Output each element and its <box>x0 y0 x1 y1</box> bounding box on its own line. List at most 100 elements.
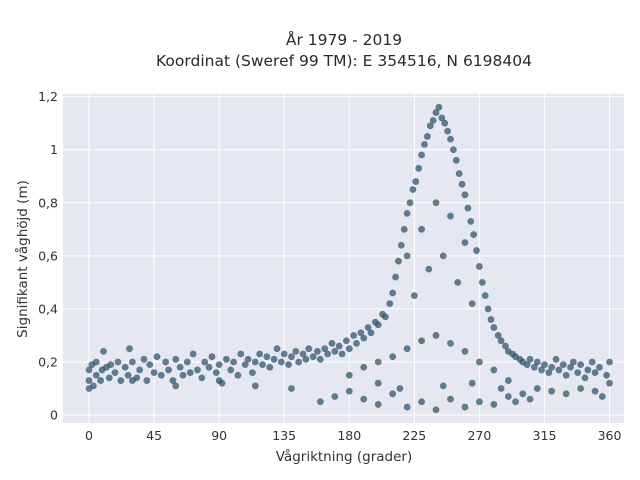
data-point <box>241 361 249 369</box>
data-point <box>490 324 498 331</box>
data-point <box>396 385 404 392</box>
data-point <box>234 371 242 379</box>
data-point <box>360 334 368 342</box>
x-tick-label: 180 <box>337 428 361 443</box>
data-point <box>481 292 489 300</box>
y-tick-label: 0,4 <box>38 301 58 316</box>
data-point <box>386 300 394 308</box>
data-point <box>468 379 476 387</box>
data-point <box>476 263 483 270</box>
data-point <box>374 379 382 387</box>
data-point <box>280 350 288 358</box>
y-tick-label: 0,2 <box>38 354 58 369</box>
data-point <box>374 358 382 366</box>
data-point <box>467 217 475 225</box>
data-point <box>111 369 119 376</box>
data-point <box>526 355 534 363</box>
data-point <box>454 278 462 286</box>
data-point <box>324 350 331 358</box>
data-point <box>129 358 136 366</box>
data-point <box>129 377 136 384</box>
data-point <box>273 345 281 353</box>
data-point <box>478 278 486 286</box>
x-tick-label: 360 <box>598 428 622 443</box>
data-point <box>136 366 144 374</box>
data-point <box>126 345 133 353</box>
data-point <box>92 358 100 366</box>
data-point <box>484 305 492 313</box>
x-tick-label: 225 <box>402 428 426 443</box>
data-point <box>392 273 399 281</box>
data-point <box>162 358 170 366</box>
data-point <box>439 382 447 390</box>
data-point <box>423 133 431 140</box>
data-point <box>299 350 307 358</box>
data-point <box>251 382 259 390</box>
data-point <box>421 141 428 148</box>
data-point <box>114 358 122 366</box>
data-point <box>425 265 433 273</box>
data-point <box>314 347 321 355</box>
data-point <box>335 342 343 350</box>
data-point <box>435 103 443 111</box>
data-point <box>461 347 469 355</box>
x-tick-label: 45 <box>146 428 162 443</box>
data-point <box>461 403 469 411</box>
data-point <box>403 403 411 411</box>
data-point <box>121 363 129 371</box>
data-point <box>596 363 603 371</box>
data-point <box>447 395 454 403</box>
y-tick-label: 1,2 <box>38 89 58 104</box>
data-point <box>584 366 592 374</box>
data-point <box>285 361 292 369</box>
data-point <box>364 324 372 331</box>
data-point <box>389 353 397 361</box>
data-point <box>432 406 440 414</box>
data-point <box>353 340 360 347</box>
data-point <box>464 204 472 212</box>
data-point <box>270 355 278 363</box>
data-point <box>476 398 483 406</box>
data-point <box>461 239 469 246</box>
y-axis-title: Signifikant våghöjd (m) <box>14 180 31 338</box>
data-point <box>277 358 285 366</box>
data-point <box>487 316 495 323</box>
data-point <box>504 377 512 384</box>
plot-area <box>63 94 624 423</box>
data-point <box>251 358 259 366</box>
data-point <box>89 382 97 390</box>
data-point <box>406 199 414 207</box>
data-point <box>288 353 295 361</box>
data-point <box>562 371 570 379</box>
data-point <box>452 156 460 164</box>
data-point <box>288 385 295 392</box>
data-point <box>548 363 556 371</box>
y-tick-label: 0 <box>50 408 58 423</box>
data-point <box>577 385 585 392</box>
data-point <box>266 363 274 371</box>
data-point <box>418 337 425 345</box>
data-point <box>227 366 235 374</box>
chart-title-line1: År 1979 - 2019 <box>286 30 402 49</box>
data-point <box>117 377 125 384</box>
data-point <box>263 353 271 361</box>
data-point <box>367 329 375 337</box>
data-point <box>403 252 411 260</box>
data-point <box>389 289 397 297</box>
data-point <box>438 114 446 122</box>
data-point <box>559 361 567 369</box>
data-point <box>603 371 611 379</box>
data-point <box>574 369 582 376</box>
data-point <box>403 345 411 353</box>
data-point <box>212 369 220 376</box>
data-point <box>92 371 100 379</box>
data-point <box>295 358 303 366</box>
data-point <box>403 209 411 217</box>
data-point <box>432 109 440 116</box>
data-point <box>533 385 541 392</box>
data-point <box>256 350 264 358</box>
data-point <box>143 377 151 384</box>
data-point <box>374 321 382 329</box>
data-point <box>490 366 498 374</box>
